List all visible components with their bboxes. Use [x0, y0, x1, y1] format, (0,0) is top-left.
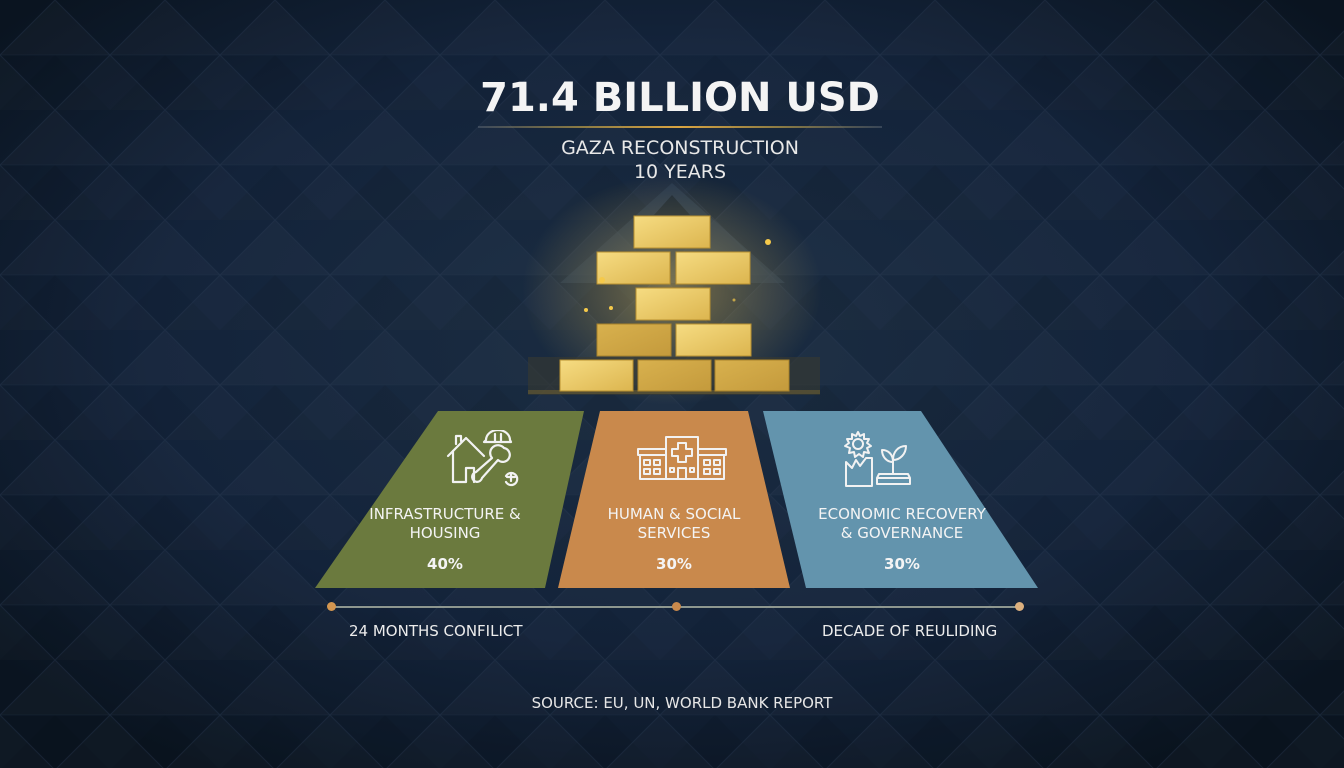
sector-panel-economic	[763, 411, 1038, 588]
sector-panel-human-social	[558, 411, 790, 588]
sector-name-line-1: ECONOMIC RECOVERY	[818, 505, 986, 523]
headline-amount: 71.4 BILLION USD	[480, 75, 880, 121]
sector-human-social-label: HUMAN & SOCIAL SERVICES 30%	[559, 505, 789, 573]
timeline-start-label: 24 MONTHS CONFILICT	[349, 622, 523, 640]
sector-panel-infrastructure	[315, 411, 584, 588]
gold-brick-pyramid-illustration	[522, 175, 822, 405]
sector-percent: 30%	[884, 555, 920, 573]
sector-name-line-1: HUMAN & SOCIAL	[607, 505, 741, 523]
title-divider	[478, 126, 882, 128]
sector-name-line-2: & GOVERNANCE	[840, 524, 964, 542]
sector-infrastructure-label: INFRASTRUCTURE & HOUSING 40%	[330, 505, 560, 573]
sector-percent: 40%	[427, 555, 463, 573]
hospital-icon	[637, 436, 727, 480]
subtitle-line-1: GAZA RECONSTRUCTION	[561, 137, 799, 159]
timeline-dot-middle	[672, 602, 681, 611]
sector-name-line-2: SERVICES	[637, 524, 711, 542]
sector-name-line-1: INFRASTRUCTURE &	[369, 505, 521, 523]
source-citation: SOURCE: EU, UN, WORLD BANK REPORT	[531, 694, 833, 712]
sector-name-line-2: HOUSING	[409, 524, 481, 542]
timeline-end-label: DECADE OF REULIDING	[822, 622, 998, 640]
gear-factory-plant-icon	[844, 431, 911, 487]
sector-percent: 30%	[656, 555, 692, 573]
house-tools-icon	[446, 430, 519, 487]
sector-economic-label: ECONOMIC RECOVERY & GOVERNANCE 30%	[782, 505, 1022, 573]
timeline-dot-end	[1015, 602, 1024, 611]
timeline-dot-start	[327, 602, 336, 611]
